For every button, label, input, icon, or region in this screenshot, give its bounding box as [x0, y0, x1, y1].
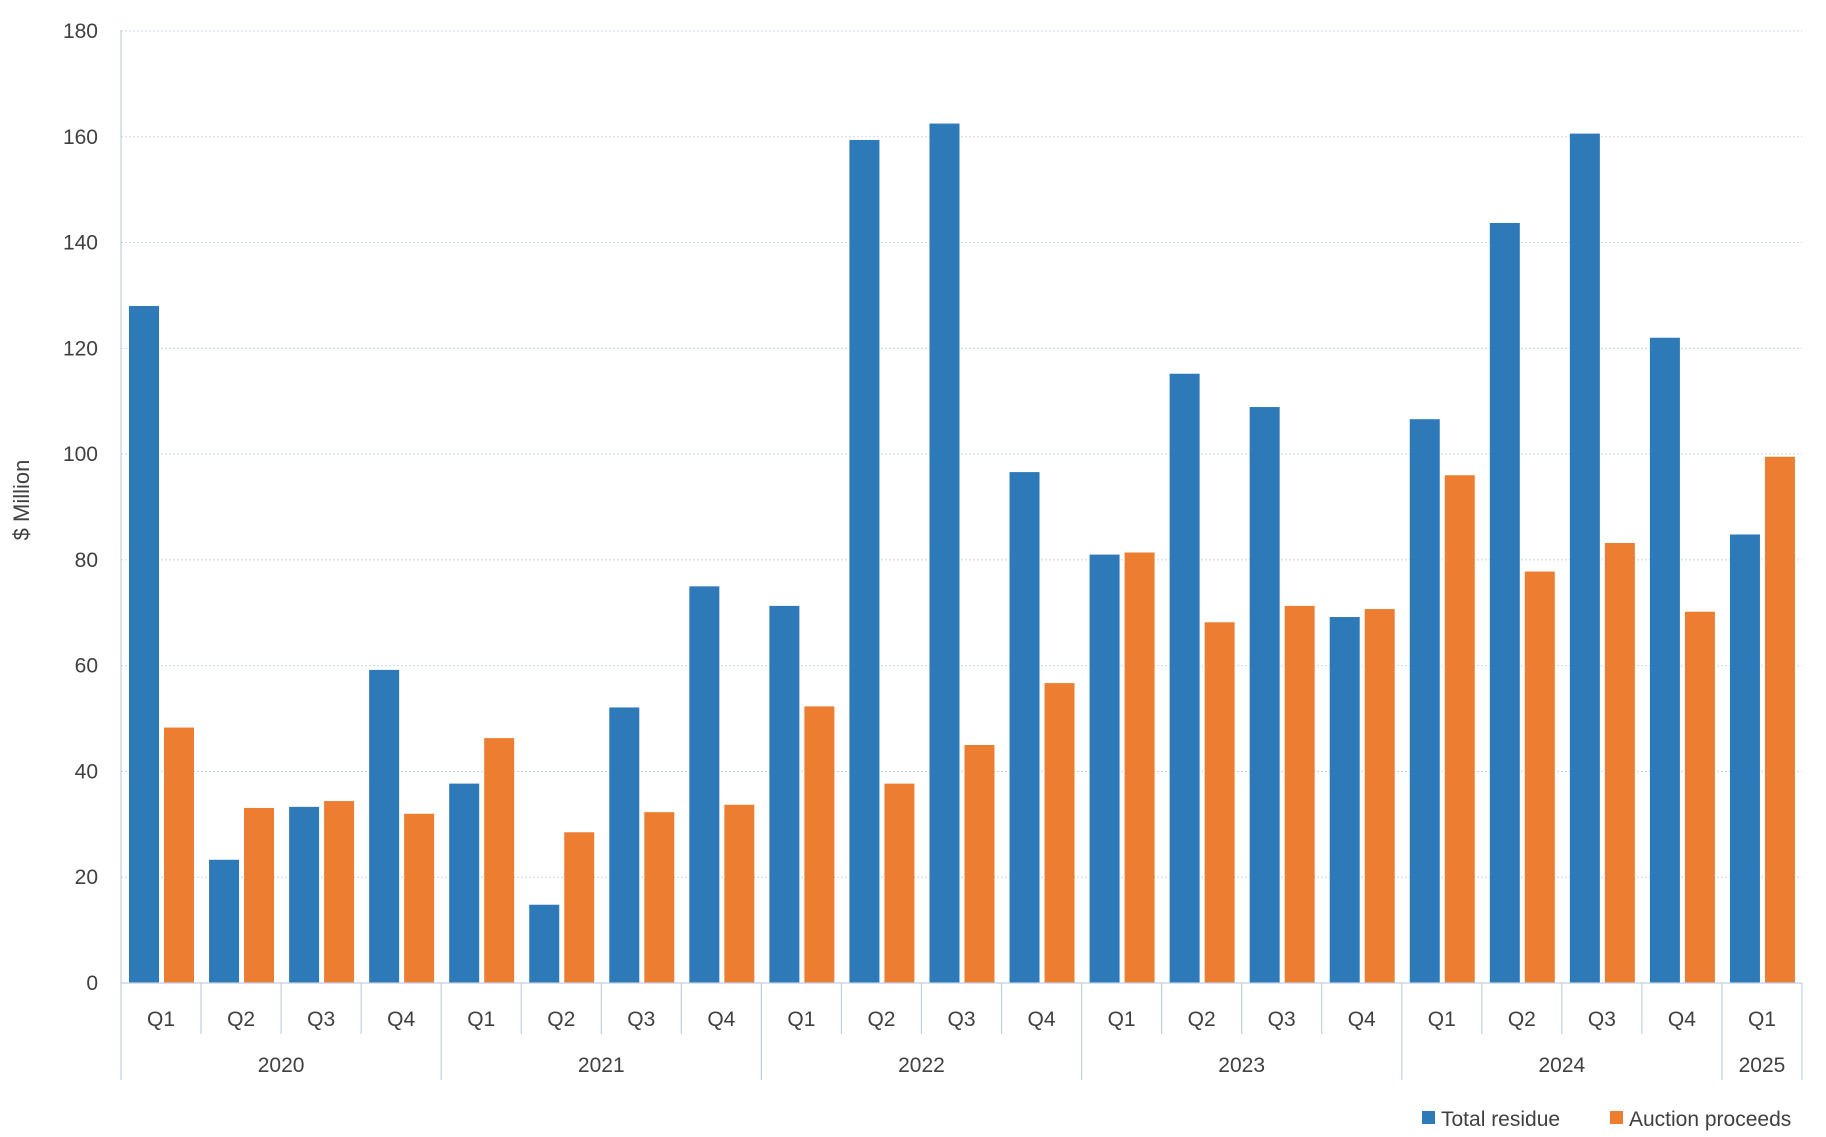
bar-total-residue [609, 707, 640, 983]
bar-auction-proceeds [164, 727, 194, 983]
y-tick-label: 40 [75, 760, 98, 783]
x-tick-label: Q1 [467, 1008, 495, 1031]
bar-total-residue [129, 306, 159, 983]
x-tick-label: Q4 [707, 1008, 735, 1031]
bar-auction-proceeds [484, 738, 515, 983]
x-tick-label: Q1 [1108, 1008, 1136, 1031]
year-label: 2023 [1218, 1054, 1265, 1077]
bar-total-residue [449, 783, 480, 983]
bar-auction-proceeds [884, 783, 915, 983]
x-tick-label: Q3 [1268, 1008, 1296, 1031]
year-label: 2024 [1538, 1054, 1585, 1077]
bar-total-residue [1249, 407, 1280, 983]
bar-total-residue [849, 139, 880, 983]
bar-total-residue [1169, 373, 1200, 984]
bar-auction-proceeds [1364, 609, 1395, 983]
y-axis-ticks: 0 20 40 60 80 100 120 140 160 180 [63, 20, 98, 995]
bars [129, 123, 1795, 984]
bar-total-residue [289, 806, 320, 983]
bar-auction-proceeds [644, 812, 675, 983]
bar-total-residue [529, 904, 560, 983]
bar-auction-proceeds [724, 804, 755, 983]
bar-auction-proceeds [1684, 611, 1715, 983]
x-tick-label: Q1 [147, 1008, 175, 1031]
bar-auction-proceeds [244, 807, 275, 983]
bar-auction-proceeds [1524, 571, 1555, 983]
y-tick-label: 180 [63, 20, 98, 43]
y-tick-label: 60 [75, 655, 98, 678]
y-tick-label: 20 [75, 866, 98, 889]
x-tick-label: Q3 [307, 1008, 335, 1031]
bar-auction-proceeds [1444, 475, 1475, 983]
bar-auction-proceeds [1604, 542, 1635, 983]
y-tick-label: 160 [63, 126, 98, 149]
y-tick-label: 100 [63, 443, 98, 466]
x-tick-label: Q1 [787, 1008, 815, 1031]
bar-total-residue [1089, 554, 1120, 983]
x-tick-label: Q2 [1188, 1008, 1216, 1031]
x-tick-label: Q2 [547, 1008, 575, 1031]
legend-swatch-total-residue [1422, 1111, 1435, 1124]
year-label: 2022 [898, 1054, 945, 1077]
bar-auction-proceeds [1124, 552, 1155, 983]
bar-auction-proceeds [1204, 622, 1235, 983]
gridlines [120, 30, 1802, 983]
bar-auction-proceeds [1044, 683, 1075, 983]
x-tick-label: Q3 [1588, 1008, 1616, 1031]
bar-auction-proceeds [1284, 605, 1315, 983]
bar-total-residue [209, 859, 240, 983]
bar-total-residue [1009, 472, 1040, 983]
bar-auction-proceeds [1764, 456, 1795, 983]
x-tick-label: Q2 [1508, 1008, 1536, 1031]
bar-auction-proceeds [804, 706, 835, 983]
x-tick-label: Q4 [1028, 1008, 1056, 1031]
y-tick-label: 0 [86, 972, 98, 995]
legend-label: Total residue [1441, 1108, 1560, 1131]
x-tick-label: Q1 [1428, 1008, 1456, 1031]
x-tick-label: Q4 [387, 1008, 415, 1031]
bar-auction-proceeds [964, 745, 995, 983]
legend: Total residue Auction proceeds [1422, 1108, 1791, 1131]
x-tick-label: Q3 [627, 1008, 655, 1031]
bar-total-residue [1329, 617, 1360, 983]
x-tick-label: Q2 [227, 1008, 255, 1031]
y-tick-label: 120 [63, 337, 98, 360]
bar-total-residue [1569, 133, 1600, 984]
y-axis-title: $ Million [9, 460, 34, 541]
bar-total-residue [1409, 419, 1440, 983]
bar-total-residue [929, 123, 960, 984]
legend-label: Auction proceeds [1629, 1108, 1791, 1131]
bar-total-residue [1729, 534, 1760, 983]
bar-auction-proceeds [404, 813, 435, 983]
x-tick-label: Q2 [867, 1008, 895, 1031]
year-label: 2020 [258, 1054, 305, 1077]
year-label: 2025 [1739, 1054, 1786, 1077]
bar-total-residue [1489, 222, 1520, 983]
bar-auction-proceeds [324, 801, 355, 983]
legend-swatch-auction-proceeds [1610, 1111, 1623, 1124]
bar-total-residue [1649, 337, 1680, 983]
y-tick-label: 80 [75, 549, 98, 572]
bar-total-residue [369, 669, 400, 983]
x-tick-label: Q1 [1748, 1008, 1776, 1031]
y-tick-label: 140 [63, 232, 98, 255]
bar-total-residue [689, 586, 720, 983]
x-axis: Q1 Q2 Q3 Q4 Q1 Q2 Q3 Q4 Q1 Q2 Q3 Q4 Q1 Q2 Q3 Q4 Q1 Q2 Q3 Q4… [120, 982, 1803, 1080]
x-tick-label: Q4 [1348, 1008, 1376, 1031]
x-tick-label: Q3 [947, 1008, 975, 1031]
bar-total-residue [769, 605, 800, 983]
year-label: 2021 [578, 1054, 625, 1077]
bar-auction-proceeds [564, 832, 595, 983]
x-tick-label: Q4 [1668, 1008, 1696, 1031]
